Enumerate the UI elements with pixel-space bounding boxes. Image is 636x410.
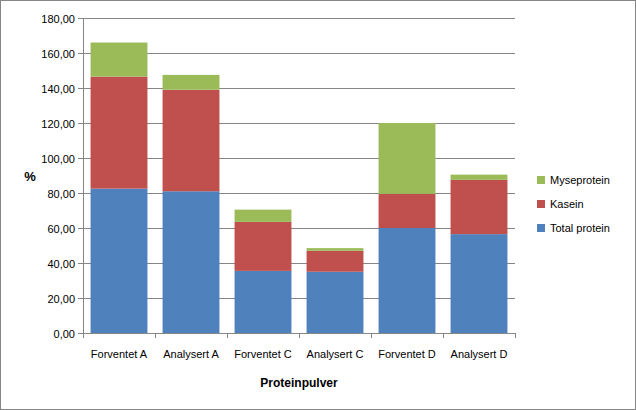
bar-segment [307, 272, 364, 333]
x-tick-label: Analysert C [307, 348, 364, 360]
y-tick-label: 60,00 [47, 223, 75, 235]
y-tick-label: 80,00 [47, 188, 75, 200]
x-tick-label: Analysert A [163, 348, 219, 360]
grid-line [83, 53, 515, 54]
x-tick [371, 333, 372, 338]
bar-segment [91, 77, 148, 189]
bar-segment [451, 175, 508, 180]
bar-segment [307, 248, 364, 251]
y-tick [78, 53, 83, 54]
legend-label: Myseprotein [550, 174, 610, 186]
legend: Myseprotein Kasein Total protein [537, 174, 610, 234]
grid-line [83, 228, 515, 229]
y-tick [78, 333, 83, 334]
x-tick-label: Forventet C [234, 348, 292, 360]
legend-label: Total protein [550, 222, 610, 234]
x-tick [83, 333, 84, 338]
bar-segment [163, 75, 220, 90]
y-tick-label: 20,00 [47, 293, 75, 305]
bar-segment [235, 210, 292, 222]
grid-line [83, 88, 515, 89]
grid-line [83, 193, 515, 194]
legend-swatch [537, 224, 545, 232]
y-tick-label: 120,00 [41, 118, 75, 130]
grid-line [83, 298, 515, 299]
chart-frame [1, 1, 636, 410]
bar-segment [91, 43, 148, 77]
bar-segment [451, 180, 508, 234]
x-tick-label: Forventet A [91, 348, 148, 360]
bar-segment [91, 189, 148, 333]
x-tick-label: Analysert D [451, 348, 508, 360]
x-tick [515, 333, 516, 338]
y-tick [78, 18, 83, 19]
x-axis-title: Proteinpulver [260, 376, 338, 390]
y-tick-label: 140,00 [41, 83, 75, 95]
grid-line [83, 123, 515, 124]
y-tick-label: 40,00 [47, 258, 75, 270]
y-tick-label: 160,00 [41, 48, 75, 60]
y-tick [78, 193, 83, 194]
legend-swatch [537, 176, 545, 184]
y-tick [78, 88, 83, 89]
grid-line [83, 263, 515, 264]
y-tick [78, 123, 83, 124]
bar-segment [379, 123, 436, 194]
x-tick [299, 333, 300, 338]
bar-segment [235, 271, 292, 333]
y-axis [83, 18, 84, 333]
y-tick-label: 180,00 [41, 13, 75, 25]
y-tick [78, 298, 83, 299]
bars [91, 43, 508, 334]
bar-segment [379, 194, 436, 228]
legend-label: Kasein [550, 198, 584, 210]
chart: 0,00 20,00 40,00 60,00 80,00 100,00 120,00 140,… [0, 0, 636, 410]
y-tick [78, 228, 83, 229]
grid-line [83, 18, 515, 19]
bar-segment [235, 222, 292, 271]
y-tick-label: 0,00 [54, 328, 75, 340]
grid-line [83, 158, 515, 159]
y-tick [78, 158, 83, 159]
y-axis-title: % [24, 169, 36, 184]
bar-segment [379, 228, 436, 333]
legend-swatch [537, 200, 545, 208]
y-tick-label: 100,00 [41, 153, 75, 165]
x-tick [227, 333, 228, 338]
x-tick [443, 333, 444, 338]
bar-segment [451, 234, 508, 333]
bar-segment [307, 251, 364, 272]
x-tick [155, 333, 156, 338]
x-tick-label: Forventet D [378, 348, 436, 360]
bar-segment [163, 191, 220, 333]
y-tick [78, 263, 83, 264]
bar-segment [163, 90, 220, 192]
